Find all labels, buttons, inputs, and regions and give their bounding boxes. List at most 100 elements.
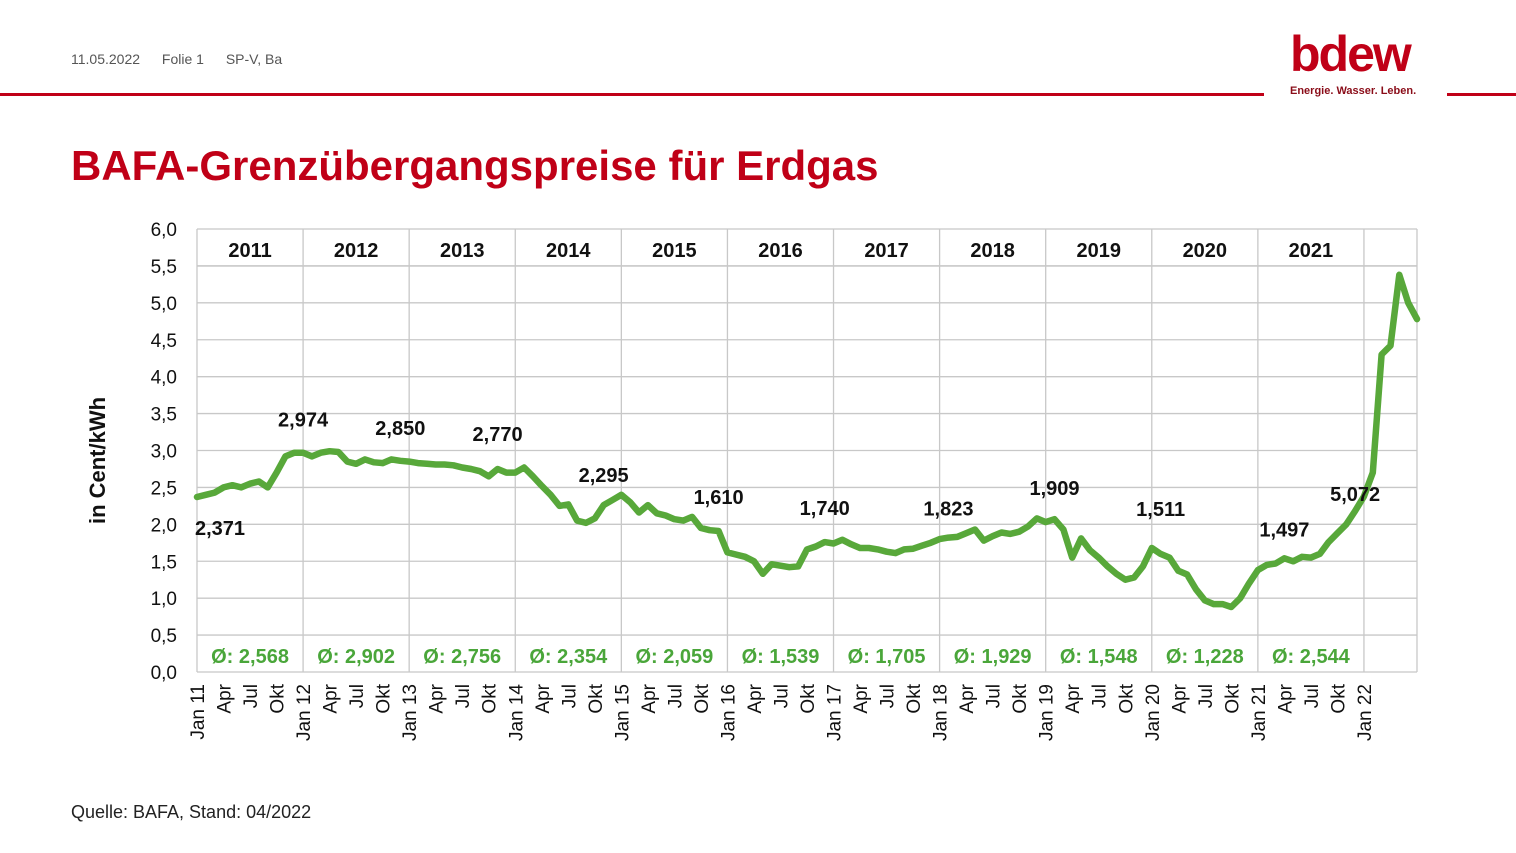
x-tick-label: Jul <box>1196 684 1217 708</box>
x-tick-label: Apr <box>215 683 236 713</box>
slide-author: SP-V, Ba <box>225 51 283 67</box>
x-tick-label: Okt <box>586 683 607 713</box>
header-rule-right <box>1447 93 1516 96</box>
average-label: Ø: 2,354 <box>529 646 608 668</box>
series-line <box>193 271 1421 611</box>
x-tick-label: Jul <box>559 684 580 708</box>
slide-number: Folie 1 <box>161 51 204 67</box>
average-label: Ø: 1,539 <box>742 646 820 668</box>
x-tick-label: Jul <box>984 684 1005 708</box>
average-label: Ø: 1,705 <box>848 646 926 668</box>
x-tick-label: Apr <box>427 683 448 713</box>
x-tick-label: Apr <box>1275 683 1296 713</box>
x-tick-label: Jan 20 <box>1143 684 1164 741</box>
year-label: 2013 <box>440 240 485 262</box>
x-tick-label: Jan 14 <box>506 684 527 741</box>
data-label: 1,610 <box>694 487 744 509</box>
data-label: 2,770 <box>473 424 523 446</box>
year-label: 2014 <box>546 240 591 262</box>
data-label: 2,850 <box>375 418 425 440</box>
y-tick-label: 2,0 <box>151 515 177 536</box>
y-tick-label: 3,0 <box>151 442 177 463</box>
year-label: 2019 <box>1076 240 1121 262</box>
x-tick-label: Jul <box>1090 684 1111 708</box>
data-label: 2,295 <box>579 465 629 487</box>
x-tick-label: Jul <box>1302 684 1323 708</box>
x-tick-label: Apr <box>1063 683 1084 713</box>
average-label: Ø: 2,568 <box>211 646 289 668</box>
year-label: 2015 <box>652 240 697 262</box>
average-label: Ø: 2,059 <box>635 646 713 668</box>
x-tick-label: Jul <box>665 684 686 708</box>
x-tick-label: Apr <box>957 683 978 713</box>
average-label: Ø: 2,756 <box>423 646 501 668</box>
year-label: 2016 <box>758 240 803 262</box>
x-tick-label: Jan 11 <box>188 684 209 740</box>
x-tick-label: Apr <box>321 683 342 713</box>
y-tick-label: 5,5 <box>151 257 177 278</box>
y-tick-label: 2,5 <box>151 478 177 499</box>
data-label: 1,909 <box>1030 478 1080 500</box>
x-tick-label: Jan 21 <box>1249 684 1270 741</box>
x-tick-label: Apr <box>533 683 554 713</box>
data-label: 1,511 <box>1136 499 1185 521</box>
x-tick-label: Jul <box>347 684 368 708</box>
data-label: 5,072 <box>1330 484 1380 506</box>
data-label: 2,974 <box>278 410 329 432</box>
y-tick-label: 1,5 <box>151 552 177 573</box>
y-tick-label: 6,0 <box>151 220 177 241</box>
year-label: 2018 <box>970 240 1015 262</box>
x-tick-label: Okt <box>1116 683 1137 713</box>
x-tick-label: Jan 13 <box>400 684 421 741</box>
page-title: BAFA-Grenzübergangspreise für Erdgas <box>71 142 879 189</box>
x-tick-label: Apr <box>745 683 766 713</box>
average-label: Ø: 1,548 <box>1060 646 1138 668</box>
year-label: 2021 <box>1289 240 1334 262</box>
y-tick-label: 1,0 <box>151 589 177 610</box>
x-tick-label: Okt <box>692 683 713 713</box>
data-label: 1,823 <box>923 499 973 521</box>
x-tick-label: Jan 17 <box>825 684 846 741</box>
x-tick-label: Jan 15 <box>612 684 633 741</box>
x-tick-label: Jan 22 <box>1355 684 1376 741</box>
average-label: Ø: 2,902 <box>317 646 395 668</box>
x-tick-label: Jul <box>453 684 474 708</box>
x-tick-label: Okt <box>1010 683 1031 713</box>
x-tick-label: Okt <box>1328 683 1349 713</box>
chart-container: 0,0 0,5 1,0 1,5 2,0 2,5 3,0 3,5 4,0 4,5 5,0 5,5 6,0 2… <box>60 205 1460 765</box>
x-tick-label: Jul <box>241 684 262 708</box>
y-tick-label: 0,0 <box>151 663 177 684</box>
y-axis-title: in Cent/kWh <box>85 397 110 524</box>
data-label: 1,740 <box>800 498 850 520</box>
average-label: Ø: 1,228 <box>1166 646 1244 668</box>
x-tick-label: Jan 18 <box>931 684 952 741</box>
slide-header-meta: 11.05.2022 Folie 1 SP-V, Ba <box>71 51 300 67</box>
y-tick-label: 3,5 <box>151 405 177 426</box>
bdew-logo: bdew Energie. Wasser. Leben. <box>1290 26 1424 97</box>
y-tick-label: 4,0 <box>151 368 177 389</box>
x-tick-label: Apr <box>639 683 660 713</box>
y-tick-label: 5,0 <box>151 294 177 315</box>
x-tick-label: Apr <box>851 683 872 713</box>
logo-wordmark: bdew <box>1290 26 1412 82</box>
data-label: 2,371 <box>195 518 245 540</box>
y-tick-label: 4,5 <box>151 331 177 352</box>
slide-date: 11.05.2022 <box>71 51 141 67</box>
header-rule-left <box>0 93 1264 96</box>
year-label: 2012 <box>334 240 379 262</box>
y-tick-label: 0,5 <box>151 626 177 647</box>
x-tick-label: Okt <box>798 683 819 713</box>
x-tick-label: Jan 19 <box>1037 684 1058 741</box>
x-tick-label: Jul <box>878 684 899 708</box>
data-label: 1,497 <box>1259 519 1309 541</box>
x-tick-label: Apr <box>1169 683 1190 713</box>
x-tick-label: Okt <box>1222 683 1243 713</box>
x-tick-label: Okt <box>904 683 925 713</box>
year-label: 2020 <box>1183 240 1228 262</box>
year-label: 2011 <box>228 240 271 262</box>
x-tick-label: Okt <box>268 683 289 713</box>
x-tick-label: Okt <box>480 683 501 713</box>
line-chart: 0,0 0,5 1,0 1,5 2,0 2,5 3,0 3,5 4,0 4,5 5,0 5,5 6,0 2… <box>85 220 1421 741</box>
logo-tagline: Energie. Wasser. Leben. <box>1290 85 1417 97</box>
x-tick-label: Jan 16 <box>718 684 739 741</box>
